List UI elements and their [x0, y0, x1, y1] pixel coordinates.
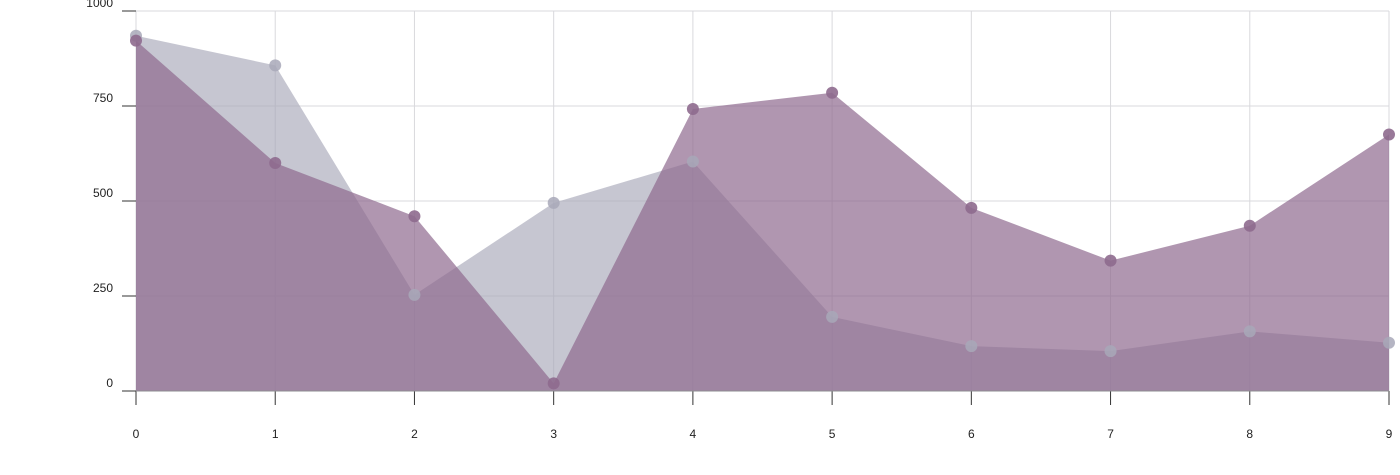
x-tick-label-0: 0	[133, 427, 140, 441]
y-tick-label-500: 500	[93, 186, 113, 200]
series-2-point-3	[547, 377, 560, 390]
series-2-point-6	[965, 201, 978, 214]
series-2-point-4	[686, 103, 699, 116]
series-1-point-6	[965, 340, 978, 353]
points	[130, 29, 1395, 390]
series-2-area	[136, 40, 1389, 391]
series-2-point-1	[269, 157, 282, 169]
series-1-point-9	[1383, 336, 1395, 349]
series-1-point-4	[686, 155, 699, 168]
series-1-point-5	[826, 310, 839, 323]
series-2-point-0	[130, 34, 142, 47]
series-2-point-9	[1383, 128, 1395, 141]
series-2-point-7	[1104, 254, 1117, 267]
x-tick-label-7: 7	[1107, 427, 1114, 441]
x-tick-label-8: 8	[1246, 427, 1253, 441]
x-tick-label-6: 6	[968, 427, 975, 441]
series-1-point-2	[408, 288, 421, 301]
x-tick-label-2: 2	[411, 427, 418, 441]
series-2-point-5	[826, 86, 839, 99]
y-tick-label-750: 750	[93, 91, 113, 105]
y-tick-label-250: 250	[93, 281, 113, 295]
series-2-point-2	[408, 210, 421, 223]
x-tick-label-1: 1	[272, 427, 279, 441]
areas	[136, 35, 1389, 391]
x-tick-label-4: 4	[690, 427, 697, 441]
series-1-point-8	[1243, 325, 1256, 338]
y-tick-label-1000: 1000	[86, 0, 113, 10]
series-1-point-7	[1104, 345, 1117, 358]
x-tick-label-3: 3	[550, 427, 557, 441]
y-tick-label-0: 0	[106, 376, 113, 390]
axes: 0 250 500 750 1000 0 1 2 3 4 5 6 7 8 9	[86, 0, 1392, 441]
x-tick-label-5: 5	[829, 427, 836, 441]
series-2-point-8	[1243, 219, 1256, 232]
x-tick-label-9: 9	[1386, 427, 1393, 441]
series-1-point-3	[547, 196, 560, 209]
series-1-point-1	[269, 59, 282, 72]
